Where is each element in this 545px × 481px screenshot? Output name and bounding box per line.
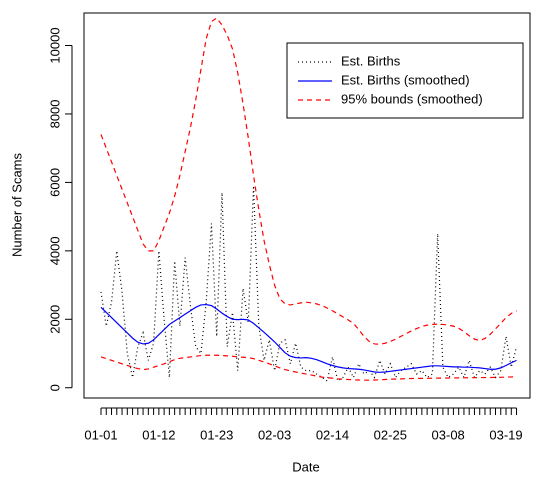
- legend-label: Est. Births (smoothed): [341, 72, 470, 87]
- x-tick-label: 02-14: [316, 427, 349, 442]
- y-axis-label: Number of Scams: [9, 152, 24, 257]
- x-tick-label: 01-12: [142, 427, 175, 442]
- upper-bound-line: [100, 17, 517, 345]
- x-tick-label: 03-08: [432, 427, 465, 442]
- legend-label: Est. Births: [341, 53, 401, 68]
- x-tick-label: 03-19: [489, 427, 522, 442]
- x-axis-label: Date: [292, 459, 319, 474]
- x-tick-label: 01-23: [200, 427, 233, 442]
- series-line: [100, 303, 517, 373]
- y-tick-label: 8000: [47, 99, 62, 128]
- x-tick-label: 02-25: [374, 427, 407, 442]
- legend-label: 95% bounds (smoothed): [341, 91, 483, 106]
- x-tick-label: 01-01: [84, 427, 117, 442]
- y-tick-label: 10000: [47, 27, 62, 63]
- y-tick-label: 4000: [47, 236, 62, 265]
- plot-box: [83, 12, 531, 399]
- y-tick-label: 6000: [47, 168, 62, 197]
- series-line: [100, 185, 518, 382]
- x-tick-label: 02-03: [258, 427, 291, 442]
- lower-bound-line: [100, 354, 517, 381]
- y-tick-label: 0: [47, 384, 62, 391]
- y-tick-label: 2000: [47, 305, 62, 334]
